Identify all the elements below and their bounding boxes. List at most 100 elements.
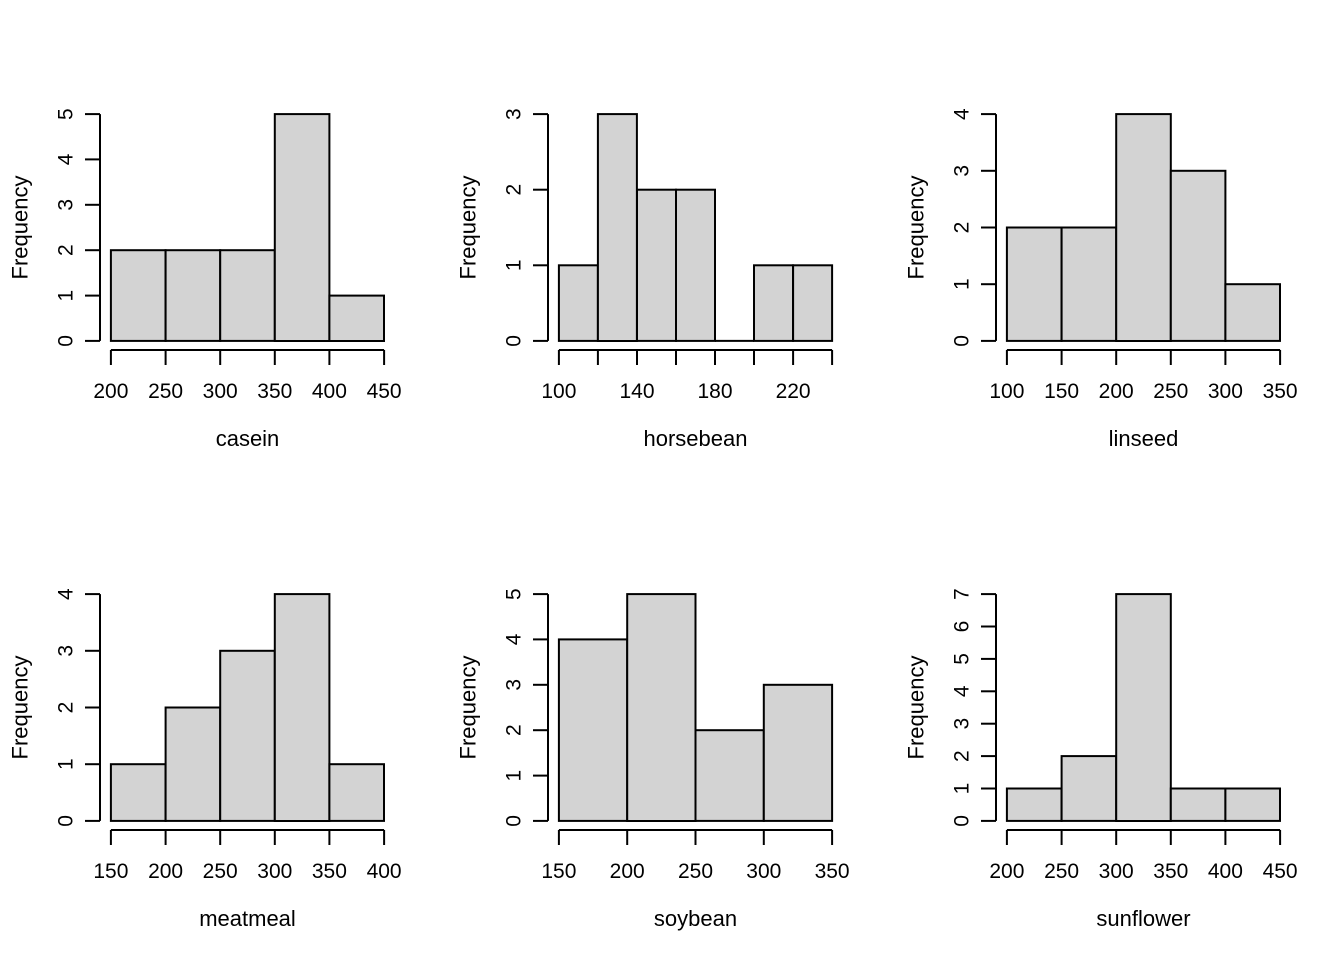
histogram-panel-soybean: 150 200 250 300 350 0 1 2 3 4 5 soybean Frequency (456, 588, 850, 931)
histogram-bar (1115, 593, 1172, 822)
histogram-bar (273, 113, 331, 342)
histogram-bar (636, 188, 677, 342)
x-tick-label: 100 (541, 380, 576, 403)
y-tick-label: 3 (55, 199, 78, 211)
histogram-panel-meatmeal: 150 200 250 300 350 400 0 1 2 3 4 meatmeal Frequency (8, 588, 402, 931)
histogram-bar (328, 294, 385, 343)
x-tick-label: 300 (1099, 860, 1134, 883)
x-axis-label: casein (216, 426, 280, 451)
y-tick-label: 2 (55, 702, 78, 714)
y-tick-label: 1 (55, 758, 78, 770)
x-axis-label: meatmeal (199, 906, 296, 931)
histogram-panel-linseed: 100 150 200 250 300 350 0 1 2 3 4 linseed Frequency (904, 108, 1298, 451)
x-tick-label: 350 (1153, 860, 1188, 883)
y-tick-label: 3 (503, 679, 526, 691)
y-tick-label: 3 (55, 645, 78, 657)
y-tick-label: 0 (503, 815, 526, 827)
histogram-bar (753, 264, 794, 342)
y-tick-label: 2 (503, 724, 526, 736)
y-axis-label: Frequency (8, 656, 33, 760)
y-tick-label: 3 (503, 108, 526, 120)
histogram-bar (109, 763, 167, 822)
y-tick-label: 4 (503, 633, 526, 645)
x-tick-label: 200 (610, 860, 645, 883)
x-axis-label: soybean (654, 906, 737, 931)
x-axis: 150 200 250 300 350 400 (93, 829, 402, 883)
x-tick-label: 450 (1263, 860, 1298, 883)
x-tick-label: 150 (541, 860, 576, 883)
y-tick-label: 4 (55, 153, 78, 165)
y-tick-label: 4 (951, 685, 974, 697)
y-tick-label: 6 (951, 621, 974, 633)
y-axis-label: Frequency (456, 176, 481, 280)
x-axis: 100 150 200 250 300 350 (989, 349, 1298, 403)
bars (1005, 593, 1281, 822)
histogram-bar (1060, 755, 1118, 822)
x-tick-label: 200 (148, 860, 183, 883)
x-tick-label: 350 (312, 860, 347, 883)
histogram-bar (675, 188, 716, 342)
bars (557, 113, 834, 342)
y-tick-label: 5 (951, 653, 974, 665)
histogram-panel-casein: 200 250 300 350 400 450 0 1 2 3 4 5 casein Frequency (8, 108, 402, 451)
x-tick-label: 250 (148, 380, 183, 403)
y-tick-label: 3 (951, 718, 974, 730)
y-tick-label: 0 (55, 815, 78, 827)
y-tick-label: 1 (503, 770, 526, 782)
histogram-bar (626, 593, 697, 822)
histogram-bar (792, 264, 834, 342)
x-tick-label: 250 (678, 860, 713, 883)
histogram-bar (557, 638, 629, 822)
x-tick-label: 150 (93, 860, 128, 883)
y-tick-label: 3 (951, 165, 974, 177)
x-tick-label: 350 (1263, 380, 1298, 403)
y-axis: 0 1 2 3 4 5 (55, 108, 101, 347)
x-tick-label: 300 (746, 860, 781, 883)
bars (557, 593, 834, 822)
y-tick-label: 0 (503, 335, 526, 347)
y-tick-label: 4 (951, 108, 974, 120)
y-tick-label: 2 (951, 750, 974, 762)
x-axis-label: horsebean (644, 426, 748, 451)
histogram-bar (1169, 169, 1227, 342)
y-axis-label: Frequency (8, 176, 33, 280)
histogram-bar (694, 729, 765, 822)
x-tick-label: 180 (697, 380, 732, 403)
x-tick-label: 400 (1208, 860, 1243, 883)
y-tick-label: 2 (503, 184, 526, 196)
histogram-bar (164, 706, 222, 822)
x-tick-label: 150 (1044, 380, 1079, 403)
bars (1005, 113, 1281, 342)
y-axis: 0 1 2 3 4 5 6 7 (951, 588, 997, 827)
x-tick-label: 140 (619, 380, 654, 403)
x-axis: 200 250 300 350 400 450 (93, 349, 402, 403)
histogram-bar (1005, 787, 1063, 822)
x-tick-label: 250 (1044, 860, 1079, 883)
y-tick-label: 0 (55, 335, 78, 347)
histogram-bar (109, 249, 167, 342)
x-axis: 100 140 180 220 (541, 349, 834, 403)
x-tick-label: 450 (367, 380, 402, 403)
x-axis: 150 200 250 300 350 (541, 829, 850, 883)
y-axis-label: Frequency (904, 176, 929, 280)
x-tick-label: 350 (815, 860, 850, 883)
y-tick-label: 4 (55, 588, 78, 600)
y-tick-label: 7 (951, 588, 974, 600)
histogram-bar (1005, 226, 1063, 342)
y-axis-label: Frequency (456, 656, 481, 760)
x-tick-label: 350 (257, 380, 292, 403)
y-tick-label: 5 (503, 588, 526, 600)
histogram-bar (219, 249, 276, 342)
y-tick-label: 1 (951, 783, 974, 795)
y-tick-label: 1 (55, 290, 78, 302)
y-tick-label: 5 (55, 108, 78, 120)
y-tick-label: 1 (951, 278, 974, 290)
bars (109, 113, 385, 343)
y-axis: 0 1 2 3 4 (55, 588, 101, 827)
x-tick-label: 300 (257, 860, 292, 883)
x-tick-label: 250 (1153, 380, 1188, 403)
y-axis: 0 1 2 3 4 (951, 108, 997, 347)
histogram-bar (557, 264, 599, 342)
histogram-bar (1224, 283, 1281, 342)
